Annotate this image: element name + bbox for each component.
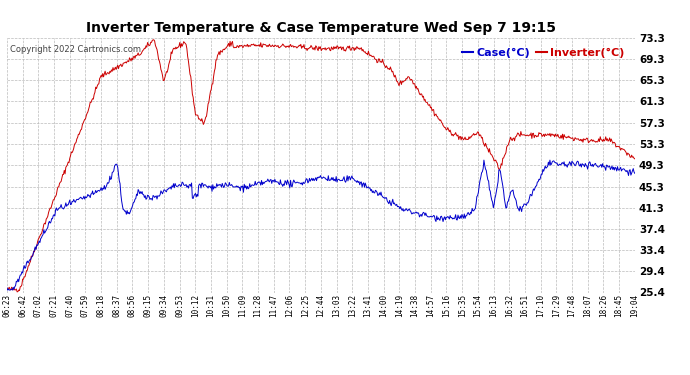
Title: Inverter Temperature & Case Temperature Wed Sep 7 19:15: Inverter Temperature & Case Temperature … [86, 21, 556, 35]
Text: Copyright 2022 Cartronics.com: Copyright 2022 Cartronics.com [10, 45, 141, 54]
Legend: Case(°C), Inverter(°C): Case(°C), Inverter(°C) [457, 43, 629, 62]
